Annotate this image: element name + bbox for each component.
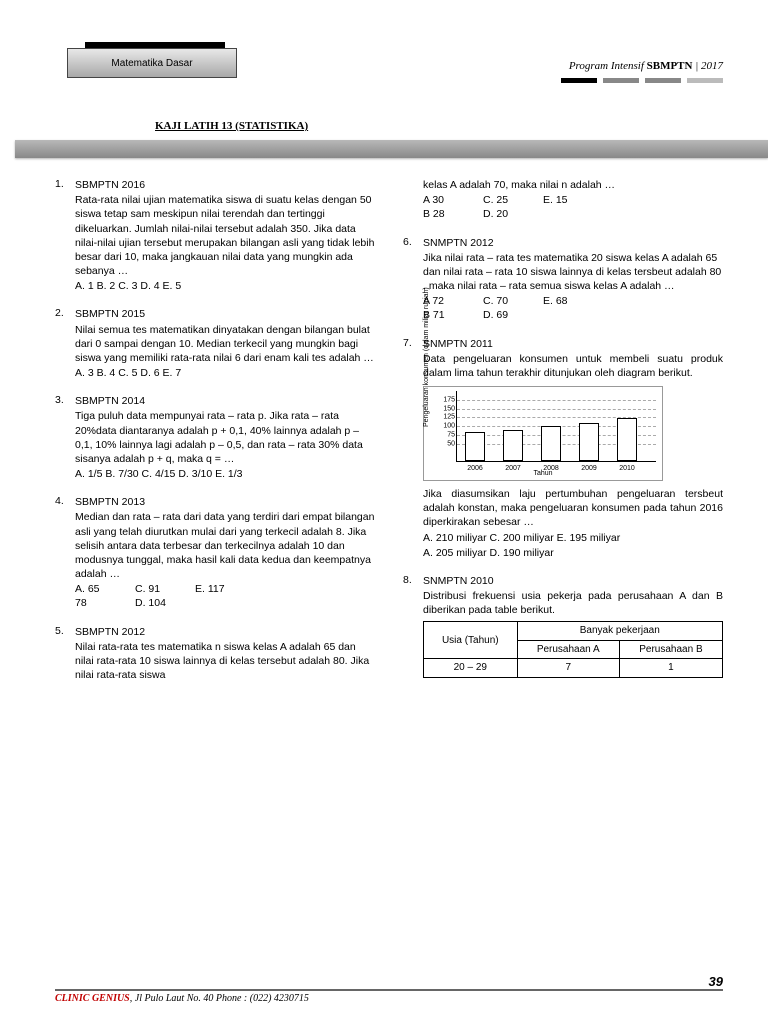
question-cont: kelas A adalah 70, maka nilai n adalah …… [403,178,723,222]
header-dashes [561,78,723,83]
question: 5. SBMPTN 2012Nilai rata-rata tes matema… [55,625,375,683]
question: 7.SNMPTN 2011Data pengeluaran konsumen u… [403,337,723,560]
question: 2. SBMPTN 2015Nilai semua tes matematika… [55,307,375,380]
question: 3. SBMPTN 2014Tiga puluh data mempunyai … [55,394,375,481]
question: 4. SBMPTN 2013Median dan rata – rata dar… [55,495,375,610]
question: 8.SNMPTN 2010Distribusi frekuensi usia p… [403,574,723,678]
footer-line [55,989,723,991]
page-number: 39 [55,974,723,989]
column-left: 1. SBMPTN 2016Rata-rata nilai ujian mate… [55,178,375,956]
question: 1. SBMPTN 2016Rata-rata nilai ujian mate… [55,178,375,293]
column-right: kelas A adalah 70, maka nilai n adalah …… [403,178,723,956]
subject-box: Matematika Dasar [67,48,237,78]
section-title: KAJI LATIH 13 (STATISTIKA) [55,120,723,136]
frequency-table: Usia (Tahun)Banyak pekerjaan Perusahaan … [423,621,723,678]
question: 6. SNMPTN 2012Jika nilai rata – rata tes… [403,236,723,323]
footer-text: CLINIC GENIUS, Jl Pulo Laut No. 40 Phone… [55,993,723,1004]
grey-gradient-bar [15,140,768,158]
bar-chart: Pengeluaran konsumen (dalam miliar rupia… [423,386,663,481]
program-label: Program Intensif SBMPTN | 2017 [569,60,723,72]
